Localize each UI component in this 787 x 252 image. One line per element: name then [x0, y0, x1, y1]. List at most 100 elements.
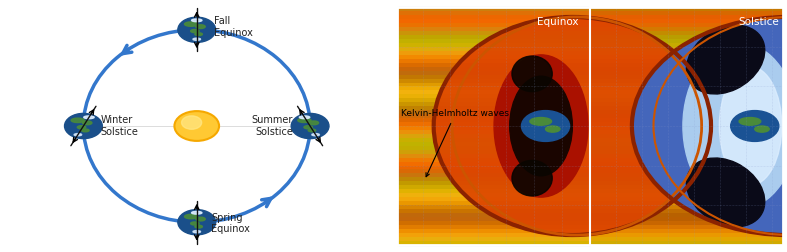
Bar — [590, 121, 787, 126]
Bar — [367, 27, 590, 31]
Ellipse shape — [195, 225, 202, 228]
Text: Kelvin-Helmholtz waves: Kelvin-Helmholtz waves — [401, 109, 509, 177]
Bar — [590, 19, 787, 23]
Bar — [590, 212, 787, 217]
Bar — [590, 193, 787, 197]
Ellipse shape — [304, 126, 312, 129]
Bar — [367, 46, 590, 51]
Circle shape — [178, 17, 216, 42]
Bar — [590, 181, 787, 185]
Bar — [590, 236, 787, 241]
Ellipse shape — [719, 67, 781, 185]
Bar — [590, 39, 787, 43]
Bar — [367, 82, 590, 86]
Ellipse shape — [190, 29, 199, 33]
Ellipse shape — [632, 17, 787, 235]
Bar — [590, 133, 787, 138]
Bar — [590, 70, 787, 75]
Bar — [367, 118, 590, 122]
Bar — [367, 205, 590, 209]
Bar — [590, 224, 787, 229]
Bar — [590, 15, 787, 19]
Circle shape — [65, 113, 102, 139]
Ellipse shape — [190, 222, 199, 225]
Bar — [367, 7, 590, 11]
Ellipse shape — [193, 38, 201, 40]
Bar — [367, 169, 590, 173]
Bar — [590, 90, 787, 94]
Bar — [367, 23, 590, 27]
Ellipse shape — [191, 211, 202, 214]
Ellipse shape — [71, 118, 84, 122]
Text: Solstice: Solstice — [738, 17, 779, 27]
Bar — [367, 149, 590, 154]
Bar — [367, 236, 590, 241]
Bar — [367, 78, 590, 83]
Bar — [590, 232, 787, 237]
Ellipse shape — [683, 43, 787, 209]
Bar — [367, 181, 590, 185]
Bar — [590, 125, 787, 130]
Bar — [590, 74, 787, 79]
Bar — [590, 82, 787, 86]
Ellipse shape — [83, 121, 92, 125]
Bar — [590, 145, 787, 150]
Bar — [367, 228, 590, 233]
Circle shape — [178, 210, 216, 235]
Bar — [590, 157, 787, 162]
Ellipse shape — [74, 134, 82, 136]
Bar — [590, 66, 787, 71]
Bar — [367, 216, 590, 221]
Ellipse shape — [755, 126, 769, 132]
Circle shape — [522, 111, 570, 141]
Bar — [367, 212, 590, 217]
Ellipse shape — [686, 158, 765, 227]
Bar — [590, 106, 787, 110]
Bar — [590, 50, 787, 55]
Bar — [367, 208, 590, 213]
Bar — [367, 43, 590, 47]
Bar — [590, 169, 787, 173]
Bar — [367, 102, 590, 106]
Bar — [590, 110, 787, 114]
Bar — [590, 220, 787, 225]
Bar — [367, 189, 590, 193]
Ellipse shape — [77, 126, 86, 129]
Bar — [590, 43, 787, 47]
Bar — [367, 165, 590, 169]
Bar — [590, 94, 787, 98]
Bar — [367, 54, 590, 59]
Bar — [590, 216, 787, 221]
Bar — [367, 161, 590, 166]
Bar — [367, 70, 590, 75]
Bar — [367, 201, 590, 205]
Ellipse shape — [83, 116, 94, 119]
Bar — [590, 205, 787, 209]
Bar — [590, 130, 787, 134]
Bar — [367, 19, 590, 23]
Bar — [590, 62, 787, 67]
Bar — [590, 23, 787, 27]
Ellipse shape — [434, 17, 711, 235]
Ellipse shape — [196, 217, 205, 221]
Bar — [367, 86, 590, 90]
Bar — [367, 173, 590, 177]
Ellipse shape — [530, 117, 552, 125]
Bar — [590, 11, 787, 15]
Bar — [590, 177, 787, 181]
Ellipse shape — [191, 19, 202, 22]
Bar — [367, 157, 590, 162]
Bar — [367, 141, 590, 146]
Bar — [590, 31, 787, 35]
Bar — [367, 62, 590, 67]
Ellipse shape — [195, 33, 202, 36]
Bar — [590, 98, 787, 102]
Text: Summer
Solstice: Summer Solstice — [252, 115, 293, 137]
Bar — [367, 94, 590, 98]
Ellipse shape — [196, 25, 205, 28]
Bar — [367, 130, 590, 134]
Ellipse shape — [299, 116, 310, 119]
Bar — [590, 7, 787, 11]
Ellipse shape — [184, 22, 198, 26]
Ellipse shape — [512, 160, 552, 196]
